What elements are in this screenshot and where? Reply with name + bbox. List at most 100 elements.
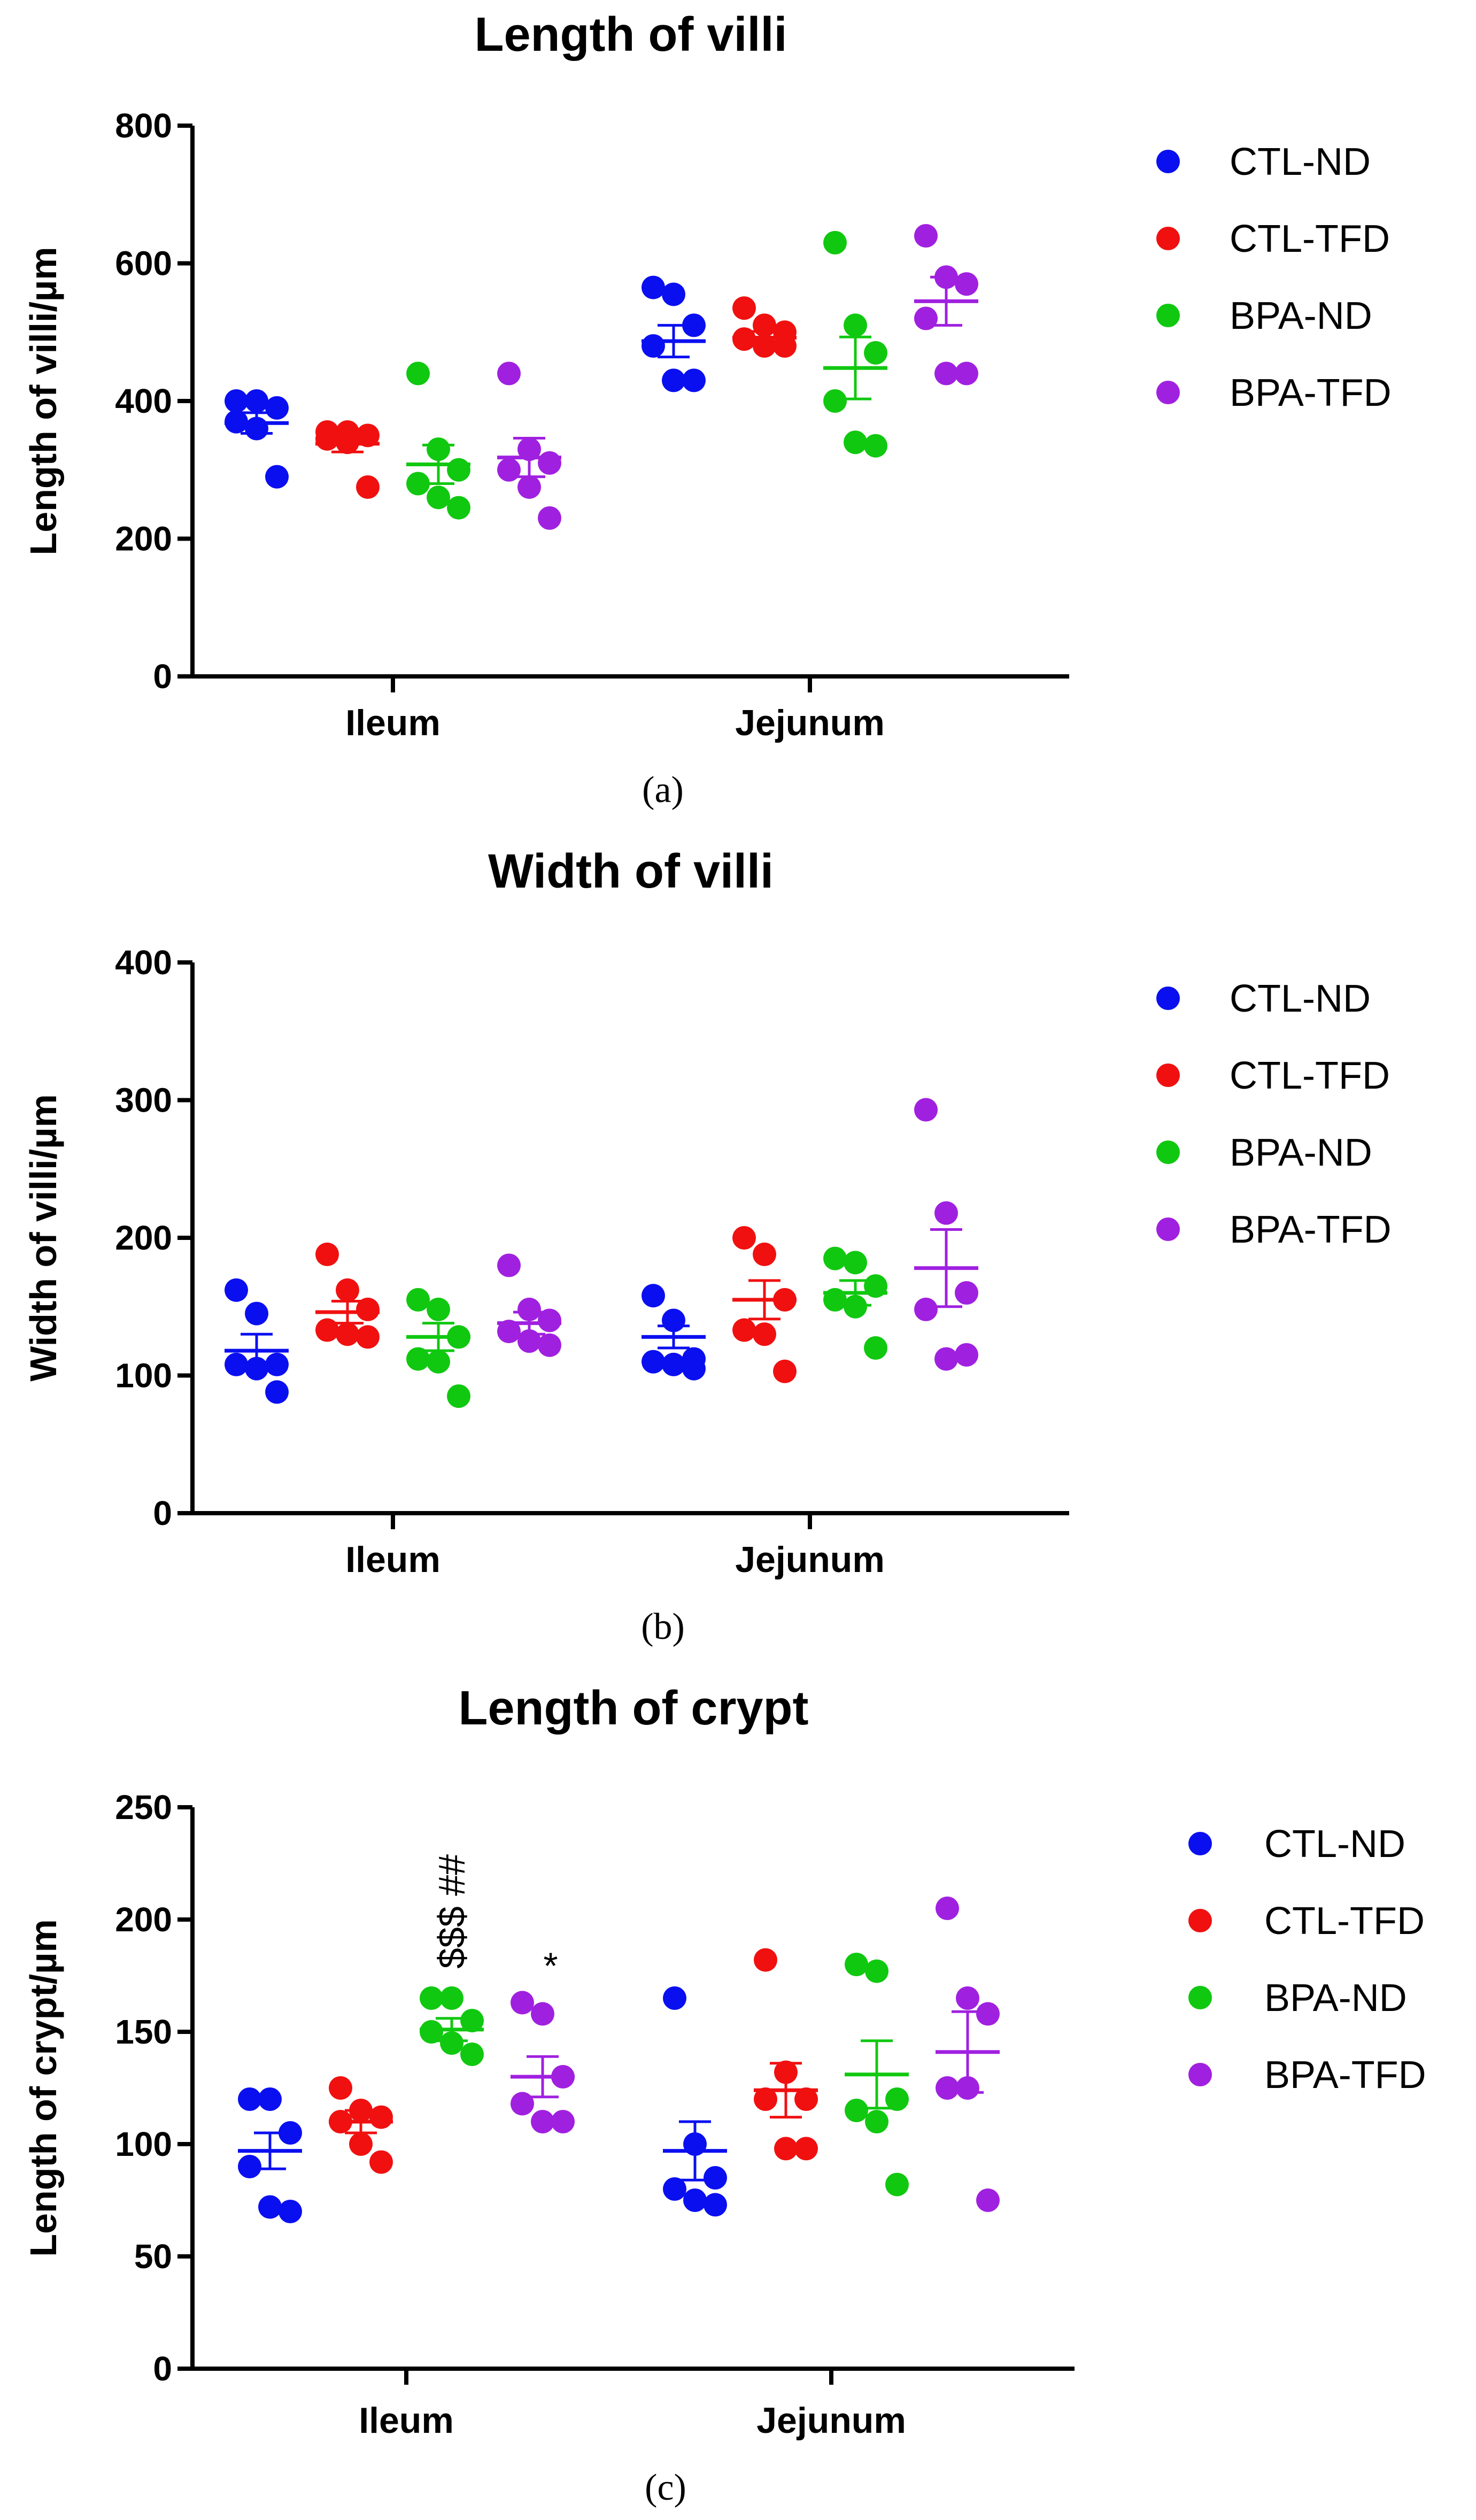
- chart-title: Length of villi: [475, 8, 787, 61]
- data-point: [238, 2087, 261, 2111]
- panel-caption: (a): [642, 769, 684, 811]
- data-point: [517, 1297, 541, 1321]
- data-point: [642, 1350, 665, 1374]
- data-point: [265, 465, 289, 489]
- y-tick-label: 50: [134, 2237, 172, 2276]
- data-point: [517, 475, 541, 499]
- data-point: [794, 2087, 818, 2111]
- legend-marker: [1156, 381, 1180, 404]
- significance-marker: *: [543, 1945, 558, 1986]
- series-bpa-tfd: [497, 1098, 978, 1371]
- data-point: [704, 2166, 727, 2190]
- data-point: [794, 2137, 818, 2161]
- data-point: [511, 1991, 534, 2015]
- data-point: [245, 1357, 268, 1381]
- data-point: [934, 361, 958, 386]
- data-point: [406, 472, 430, 496]
- data-point: [538, 1308, 561, 1332]
- legend-marker: [1156, 1217, 1180, 1241]
- y-tick-label: 200: [115, 1219, 172, 1257]
- data-point: [844, 313, 867, 337]
- series-ctl-nd: [225, 275, 706, 489]
- data-point: [956, 1986, 979, 2010]
- y-axis-label: Length of villi/µm: [22, 247, 64, 556]
- data-point: [336, 1278, 359, 1302]
- data-point: [265, 396, 289, 420]
- data-point: [844, 1294, 867, 1319]
- x-tick-label: Ileum: [359, 2400, 454, 2441]
- data-point: [427, 1297, 450, 1321]
- data-point: [356, 475, 380, 499]
- data-point: [823, 389, 847, 413]
- series-ctl-tfd: [329, 1948, 818, 2174]
- data-point: [662, 368, 685, 392]
- data-point: [406, 1288, 430, 1312]
- data-point: [420, 1986, 443, 2010]
- series-bpa-tfd: [497, 224, 978, 530]
- data-point: [258, 2195, 282, 2219]
- data-point: [406, 361, 430, 386]
- chart-title: Length of crypt: [459, 1682, 809, 1735]
- data-point: [531, 2110, 554, 2133]
- data-point: [356, 1325, 380, 1349]
- data-point: [460, 2043, 484, 2066]
- data-point: [531, 2002, 554, 2026]
- data-point: [279, 2200, 302, 2223]
- y-tick-label: 200: [115, 1900, 172, 1939]
- y-axis-label: Width of villi/µm: [22, 1094, 64, 1381]
- data-point: [934, 1347, 958, 1371]
- data-point: [497, 1320, 521, 1344]
- data-point: [642, 334, 665, 358]
- data-point: [683, 2188, 707, 2212]
- data-point: [914, 306, 938, 330]
- data-point: [538, 451, 561, 475]
- data-point: [265, 1352, 289, 1376]
- data-point: [732, 1226, 756, 1250]
- data-point: [369, 2105, 393, 2129]
- data-point: [885, 2087, 909, 2111]
- data-point: [427, 485, 450, 510]
- legend-label: BPA-TFD: [1230, 1208, 1392, 1251]
- series-bpa-tfd: [511, 1897, 1000, 2212]
- data-point: [662, 282, 685, 306]
- data-point: [682, 313, 706, 337]
- data-point: [955, 1281, 978, 1305]
- legend-marker: [1156, 987, 1180, 1010]
- data-point: [406, 1347, 430, 1371]
- legend-label: CTL-ND: [1230, 141, 1371, 183]
- data-point: [823, 230, 847, 255]
- data-point: [440, 1986, 463, 2010]
- data-point: [225, 389, 248, 413]
- chart-panel-b: Width of villi Width of villi/µm 0 100 200 30…: [22, 845, 1392, 1647]
- data-point: [914, 1098, 938, 1122]
- data-point: [245, 389, 268, 413]
- legend-marker: [1188, 1832, 1212, 1855]
- data-point: [511, 2092, 534, 2116]
- data-point: [336, 1322, 359, 1346]
- data-point: [845, 2099, 868, 2122]
- data-point: [315, 1242, 339, 1266]
- data-point: [753, 1322, 776, 1346]
- series-ctl-tfd: [315, 296, 797, 499]
- data-point: [551, 2110, 575, 2133]
- legend-marker: [1156, 1064, 1180, 1087]
- data-point: [773, 1359, 797, 1383]
- series-bpa-nd: [406, 230, 887, 520]
- x-tick-label: Jejunum: [756, 2400, 906, 2441]
- y-tick-label: 150: [115, 2013, 172, 2051]
- data-point: [329, 2076, 352, 2100]
- data-point: [663, 1986, 686, 2010]
- data-point: [976, 2188, 1000, 2212]
- data-point: [704, 2193, 727, 2217]
- data-point: [265, 1380, 289, 1404]
- data-point: [936, 2076, 959, 2100]
- data-point: [914, 224, 938, 248]
- series-bpa-nd: [406, 1246, 887, 1408]
- series-ctl-nd: [225, 1278, 706, 1404]
- data-point: [427, 1350, 450, 1374]
- y-tick-label: 100: [115, 2125, 172, 2163]
- data-point: [773, 334, 797, 358]
- y-tick-label: 400: [115, 943, 172, 982]
- data-point: [662, 1352, 685, 1376]
